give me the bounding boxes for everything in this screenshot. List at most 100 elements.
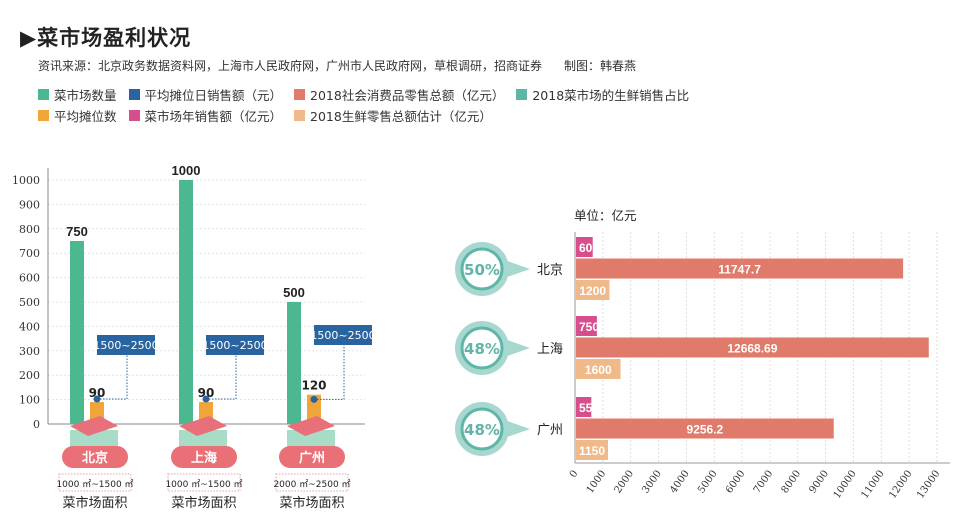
legend-item: 2018菜市场的生鲜销售占比: [516, 85, 689, 104]
hbar-value-label: 1600: [585, 363, 612, 377]
source-line: 资讯来源：北京政务数据资料网，上海市人民政府网，广州市人民政府网，草根调研，招商…: [38, 57, 636, 74]
y-tick-label: 300: [19, 345, 40, 358]
legend-item: 2018生鲜零售总额估计（亿元）: [294, 106, 492, 125]
area-caption: 菜市场面积: [62, 495, 127, 511]
market-roof-icon: [179, 416, 227, 436]
bar-value-label: 120: [301, 379, 326, 393]
x-tick-label: 7000: [752, 468, 776, 495]
legend-label: 2018生鲜零售总额估计（亿元）: [310, 109, 492, 124]
x-tick-label: 9000: [807, 468, 831, 495]
city-pill: [171, 446, 237, 468]
x-tick-label: 13000: [915, 468, 942, 500]
hbar-value-label: 9256.2: [687, 423, 724, 437]
sales-range-box: [97, 335, 155, 355]
bar-market-count: [287, 302, 301, 424]
legend-item: 平均摊位日销售额（元）: [128, 85, 283, 104]
x-tick-label: 8000: [780, 468, 804, 495]
y-tick-label: 900: [19, 198, 40, 211]
market-roof-icon: [70, 416, 118, 436]
x-tick-label: 6000: [724, 468, 748, 495]
area-range-label: 1000 ㎡~1500 ㎡: [165, 479, 242, 490]
sales-range-label: 1500~2500: [93, 339, 158, 352]
legend-item: 平均摊位数: [38, 106, 117, 125]
hbar-value-label: 1200: [579, 284, 606, 298]
area-caption: 菜市场面积: [279, 495, 344, 511]
bar-value-label: 90: [198, 386, 215, 400]
hbar-retail-total: [576, 258, 904, 279]
leader-line: [206, 355, 237, 400]
x-tick-label: 11000: [860, 468, 887, 500]
area-caption: 菜市场面积: [171, 495, 236, 511]
fresh-share-label: 50%: [464, 261, 500, 279]
y-tick-label: 600: [19, 272, 40, 285]
bar-market-count: [179, 180, 193, 424]
legend-row-1: 菜市场数量 平均摊位日销售额（元） 2018社会消费品零售总额（亿元） 2018菜市场…: [38, 85, 701, 104]
legend-swatch: [294, 89, 306, 100]
y-tick-label: 100: [19, 394, 40, 407]
legend-label: 平均摊位日销售额（元）: [144, 88, 283, 103]
bar-value-label: 1000: [172, 163, 201, 178]
y-tick-label: 1000: [12, 174, 40, 187]
city-label: 广州: [299, 450, 325, 466]
page-title: ▶菜市场盈利状况: [20, 26, 192, 50]
legend-swatch: [38, 110, 49, 121]
x-tick-label: 2000: [613, 468, 637, 495]
sales-range-box: [314, 325, 372, 345]
legend-swatch: [128, 110, 140, 121]
x-tick-label: 1000: [585, 468, 609, 495]
hbar-value-label: 1150: [579, 444, 605, 458]
y-tick-label: 200: [19, 369, 40, 382]
bar-value-label: 90: [89, 386, 106, 400]
source-text: 资讯来源：北京政务数据资料网，上海市人民政府网，广州市人民政府网，草根调研，招商…: [38, 59, 543, 73]
sales-range-box: [206, 335, 264, 355]
legend-swatch: [294, 110, 306, 121]
leader-line: [314, 345, 345, 400]
unit-label: 单位：亿元: [574, 208, 637, 223]
hbar-value-label: 12668.69: [727, 342, 777, 356]
x-tick-label: 12000: [887, 468, 914, 500]
x-tick-label: 0: [568, 468, 581, 480]
y-tick-label: 500: [19, 296, 40, 309]
author-text: 制图：韩春燕: [564, 59, 637, 73]
legend-label: 2018社会消费品零售总额（亿元）: [310, 88, 505, 103]
hbar-retail-total: [576, 418, 834, 439]
city-pill: [279, 446, 345, 468]
leader-line: [97, 355, 128, 400]
legend-label: 菜市场年销售额（亿元）: [144, 109, 283, 124]
bar-market-count: [70, 241, 84, 424]
bar-value-label: 750: [66, 224, 88, 239]
city-pill: [62, 446, 128, 468]
area-range-box: [275, 473, 349, 492]
hbar-market-sales: [576, 237, 593, 257]
hbar-value-label: 750: [579, 320, 599, 334]
x-tick-label: 3000: [640, 468, 664, 495]
hbar-value-label: 11747.7: [718, 263, 761, 277]
legend-label: 2018菜市场的生鲜销售占比: [532, 88, 690, 103]
hbar-market-sales: [576, 316, 597, 336]
legend-item: 菜市场数量: [38, 85, 117, 104]
area-range-box: [58, 473, 132, 492]
x-tick-label: 4000: [668, 468, 692, 495]
hbar-retail-total: [576, 337, 929, 358]
hbar-value-label: 550: [579, 401, 599, 415]
area-range-box: [167, 473, 241, 492]
hbar-fresh-total: [576, 440, 609, 460]
sales-range-label: 1500~2500: [310, 329, 375, 342]
y-tick-label: 0: [33, 418, 40, 431]
bar-value-label: 500: [283, 285, 305, 300]
fresh-share-label: 48%: [464, 421, 500, 439]
y-tick-label: 700: [19, 247, 40, 260]
hbar-fresh-total: [576, 359, 621, 379]
hbar-fresh-total: [576, 280, 610, 300]
legend-row-2: 平均摊位数 菜市场年销售额（亿元） 2018生鲜零售总额估计（亿元）: [38, 106, 504, 125]
city-label: 北京: [82, 450, 108, 466]
share-badge-inner: [460, 247, 504, 291]
y-tick-label: 800: [19, 223, 40, 236]
hbar-value-label: 600: [579, 241, 599, 255]
legend-swatch: [38, 89, 49, 100]
city-label: 上海: [191, 450, 217, 466]
area-range-label: 2000 ㎡~2500 ㎡: [273, 479, 350, 490]
y-tick-label: 400: [19, 320, 40, 333]
legend-item: 菜市场年销售额（亿元）: [128, 106, 283, 125]
